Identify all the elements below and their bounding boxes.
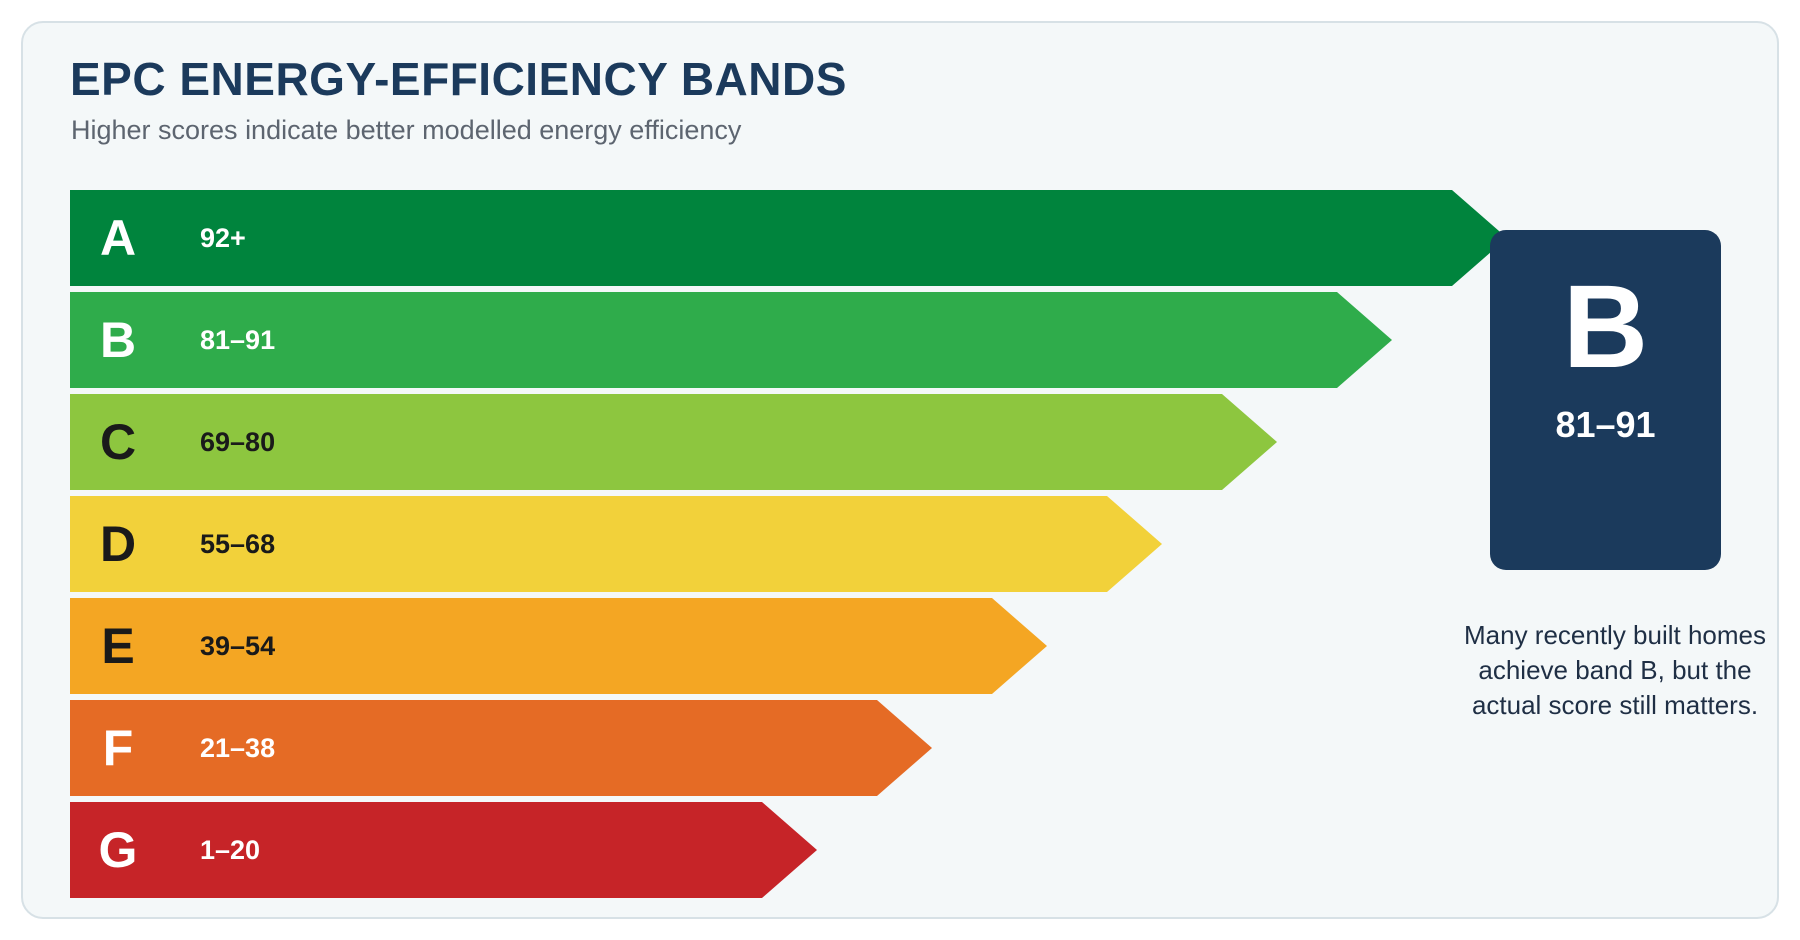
- band-f: F 21–38: [70, 700, 932, 796]
- band-arrow: [70, 190, 1507, 286]
- band-letter: D: [99, 516, 137, 572]
- page-subtitle: Higher scores indicate better modelled e…: [71, 115, 742, 145]
- band-letter: B: [99, 312, 137, 368]
- band-d: D 55–68: [70, 496, 1162, 592]
- band-range: 1–20: [200, 834, 261, 865]
- band-range: 92+: [200, 222, 246, 253]
- current-rating-letter: B: [1562, 261, 1649, 393]
- band-letter: G: [98, 822, 138, 878]
- band-letter: A: [99, 210, 137, 266]
- band-arrow: [70, 292, 1392, 388]
- rating-note: Many recently built homes achieve band B…: [1463, 620, 1767, 720]
- band-range: 21–38: [200, 732, 276, 763]
- band-letter: C: [99, 414, 137, 470]
- band-letter: F: [102, 720, 134, 776]
- band-b: B 81–91: [70, 292, 1392, 388]
- band-arrow: [70, 802, 817, 898]
- band-arrow: [70, 598, 1047, 694]
- current-rating-badge: B 81–91: [1490, 230, 1721, 570]
- band-a: A 92+: [70, 190, 1507, 286]
- band-e: E 39–54: [70, 598, 1047, 694]
- band-g: G 1–20: [70, 802, 817, 898]
- band-arrow: [70, 700, 932, 796]
- band-range: 81–91: [200, 324, 276, 355]
- band-arrow: [70, 496, 1162, 592]
- page-title: EPC ENERGY-EFFICIENCY BANDS: [70, 53, 847, 105]
- band-range: 69–80: [200, 426, 276, 457]
- band-letter: E: [101, 618, 135, 674]
- band-range: 55–68: [200, 528, 276, 559]
- band-range: 39–54: [200, 630, 276, 661]
- band-arrow: [70, 394, 1277, 490]
- band-c: C 69–80: [70, 394, 1277, 490]
- current-rating-range: 81–91: [1555, 404, 1656, 445]
